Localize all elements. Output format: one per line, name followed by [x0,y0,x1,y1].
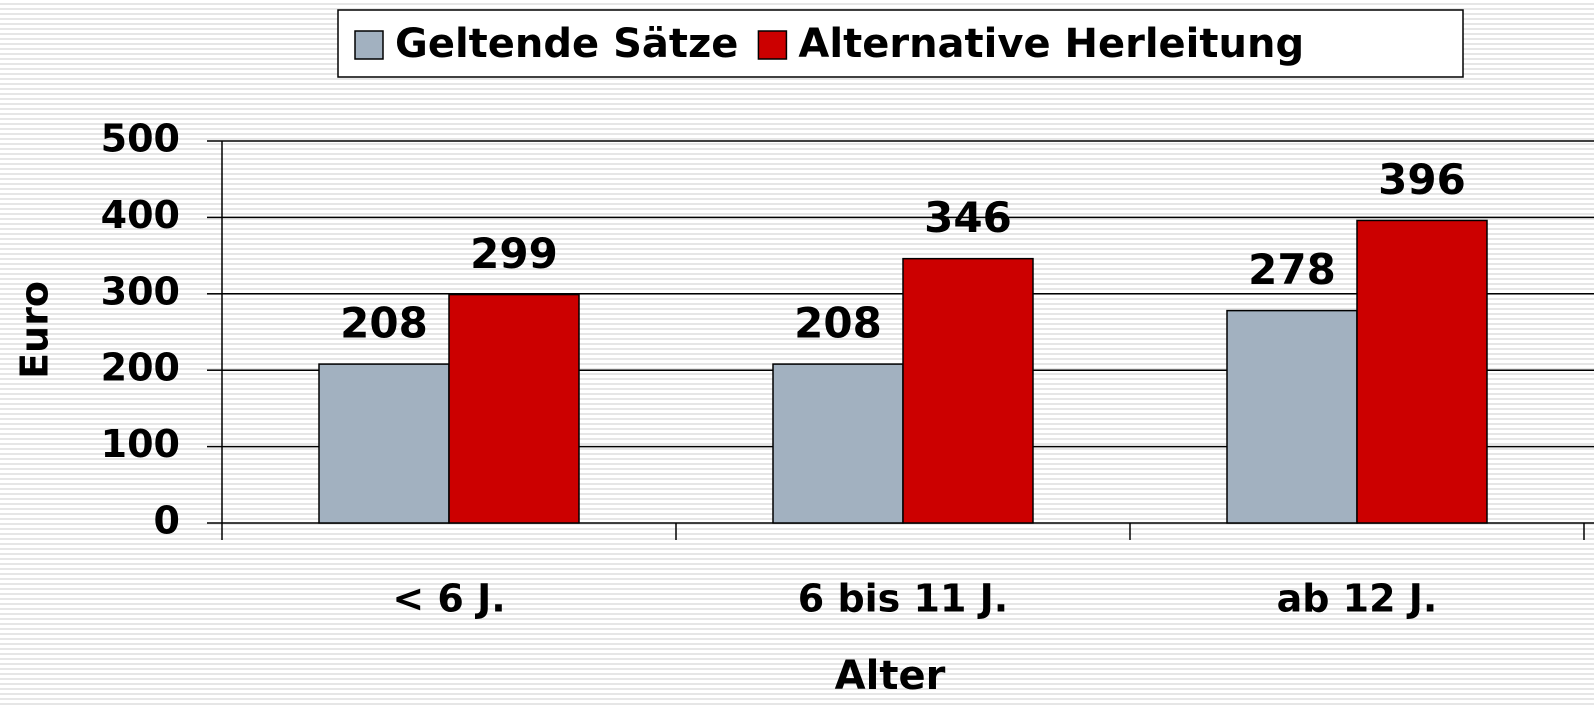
x-tick-label: 6 bis 11 J. [798,577,1008,621]
legend-label: Alternative Herleitung [798,21,1304,67]
y-tick-label: 300 [101,269,180,313]
y-tick-label: 100 [101,422,180,466]
data-label: 208 [340,299,428,348]
data-label: 278 [1248,245,1336,294]
data-label: 208 [794,299,882,348]
legend-swatch [757,30,788,60]
data-label: 346 [924,193,1012,242]
bar [772,363,904,524]
y-tick-label: 500 [101,117,180,161]
y-tick-label: 400 [101,193,180,237]
bar [902,257,1034,524]
bar [1226,309,1358,524]
x-tick-label: ab 12 J. [1277,577,1438,621]
bar [448,293,580,524]
legend-swatch [354,30,384,60]
y-axis-title: Euro [13,281,57,379]
y-tick-label: 0 [154,499,180,543]
data-label: 396 [1378,155,1466,204]
bar [318,363,450,524]
y-tick-label: 200 [101,346,180,390]
legend-label: Geltende Sätze [395,21,738,67]
legend-box [337,9,1464,78]
bar [1356,219,1488,524]
x-tick-label: < 6 J. [392,577,505,621]
data-label: 299 [470,229,558,278]
x-axis-title: Alter [835,653,946,699]
